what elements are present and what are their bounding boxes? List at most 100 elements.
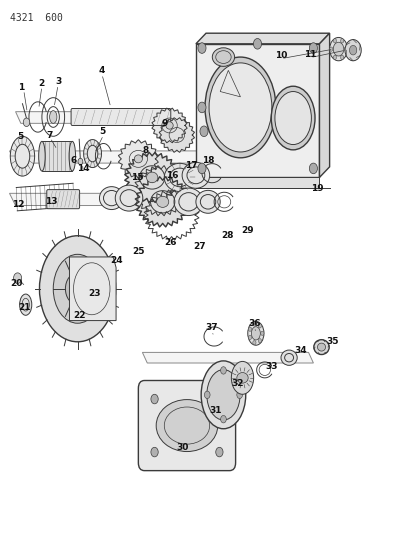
- Ellipse shape: [10, 136, 35, 176]
- Text: 8: 8: [142, 147, 149, 156]
- Text: 34: 34: [294, 346, 307, 355]
- Circle shape: [204, 391, 210, 399]
- Text: 10: 10: [275, 51, 287, 60]
- Circle shape: [261, 331, 264, 335]
- FancyBboxPatch shape: [71, 109, 171, 125]
- Text: 33: 33: [266, 362, 278, 370]
- Ellipse shape: [53, 254, 102, 323]
- Polygon shape: [125, 152, 180, 203]
- Text: 6: 6: [71, 156, 77, 165]
- Text: 35: 35: [327, 337, 339, 346]
- Text: 27: 27: [194, 242, 206, 251]
- Circle shape: [333, 39, 337, 43]
- Ellipse shape: [157, 196, 169, 207]
- Ellipse shape: [69, 141, 75, 171]
- Ellipse shape: [40, 236, 115, 342]
- Text: 5: 5: [99, 127, 105, 136]
- Ellipse shape: [237, 373, 248, 383]
- Ellipse shape: [281, 350, 297, 365]
- Text: 25: 25: [132, 247, 144, 256]
- Ellipse shape: [164, 163, 195, 191]
- Ellipse shape: [146, 172, 158, 183]
- Circle shape: [65, 273, 90, 305]
- Ellipse shape: [84, 140, 102, 167]
- FancyBboxPatch shape: [47, 190, 80, 209]
- Circle shape: [198, 163, 206, 174]
- Circle shape: [200, 126, 208, 136]
- Circle shape: [198, 102, 206, 113]
- Text: 12: 12: [12, 200, 24, 209]
- Circle shape: [151, 394, 158, 404]
- Ellipse shape: [39, 141, 45, 171]
- Circle shape: [248, 327, 252, 332]
- Text: 11: 11: [304, 50, 317, 59]
- Polygon shape: [319, 33, 330, 177]
- Polygon shape: [196, 177, 319, 188]
- Circle shape: [78, 158, 83, 165]
- Text: 29: 29: [242, 226, 254, 235]
- Text: 37: 37: [205, 323, 217, 332]
- Polygon shape: [118, 140, 158, 178]
- Ellipse shape: [212, 48, 235, 66]
- Text: 22: 22: [73, 311, 85, 320]
- Text: 4321  600: 4321 600: [10, 13, 63, 23]
- Ellipse shape: [251, 327, 260, 340]
- Text: 13: 13: [44, 197, 57, 206]
- Circle shape: [248, 335, 252, 340]
- Ellipse shape: [174, 188, 203, 215]
- Text: 26: 26: [164, 238, 177, 247]
- Ellipse shape: [166, 122, 173, 129]
- Circle shape: [13, 273, 22, 284]
- Text: 5: 5: [18, 132, 24, 141]
- Ellipse shape: [196, 190, 220, 213]
- Circle shape: [198, 43, 206, 53]
- Ellipse shape: [156, 400, 218, 451]
- Text: 15: 15: [131, 173, 143, 182]
- Text: 16: 16: [166, 171, 179, 180]
- Text: 2: 2: [38, 79, 44, 88]
- Circle shape: [253, 38, 262, 49]
- Text: 1: 1: [18, 83, 24, 92]
- Ellipse shape: [209, 63, 272, 152]
- Text: 19: 19: [311, 183, 324, 192]
- Circle shape: [258, 324, 262, 328]
- Circle shape: [253, 322, 256, 326]
- Ellipse shape: [100, 187, 124, 209]
- Text: 20: 20: [11, 279, 23, 288]
- Polygon shape: [152, 108, 187, 143]
- Circle shape: [309, 163, 317, 174]
- Text: 30: 30: [177, 443, 189, 453]
- Ellipse shape: [314, 340, 329, 354]
- Text: 31: 31: [209, 406, 222, 415]
- Circle shape: [333, 55, 337, 60]
- Ellipse shape: [207, 369, 240, 420]
- Polygon shape: [69, 257, 116, 320]
- Circle shape: [341, 55, 344, 60]
- Polygon shape: [196, 33, 330, 44]
- Text: 23: 23: [89, 288, 101, 297]
- Circle shape: [341, 39, 344, 43]
- Circle shape: [345, 39, 361, 61]
- Ellipse shape: [317, 343, 326, 351]
- Circle shape: [221, 416, 226, 423]
- Circle shape: [344, 47, 348, 51]
- Circle shape: [237, 391, 242, 399]
- Polygon shape: [159, 118, 195, 152]
- Text: 17: 17: [185, 161, 197, 170]
- Circle shape: [151, 447, 158, 457]
- Polygon shape: [9, 193, 175, 206]
- Ellipse shape: [231, 361, 254, 394]
- Ellipse shape: [50, 111, 57, 123]
- Polygon shape: [42, 141, 72, 171]
- Polygon shape: [196, 44, 319, 177]
- Circle shape: [330, 37, 348, 61]
- Polygon shape: [142, 352, 313, 363]
- Ellipse shape: [115, 185, 143, 211]
- Ellipse shape: [205, 57, 276, 158]
- Circle shape: [330, 47, 333, 51]
- Polygon shape: [135, 177, 190, 227]
- Circle shape: [350, 45, 357, 55]
- Circle shape: [253, 341, 256, 345]
- FancyBboxPatch shape: [138, 381, 235, 471]
- Text: 7: 7: [47, 131, 53, 140]
